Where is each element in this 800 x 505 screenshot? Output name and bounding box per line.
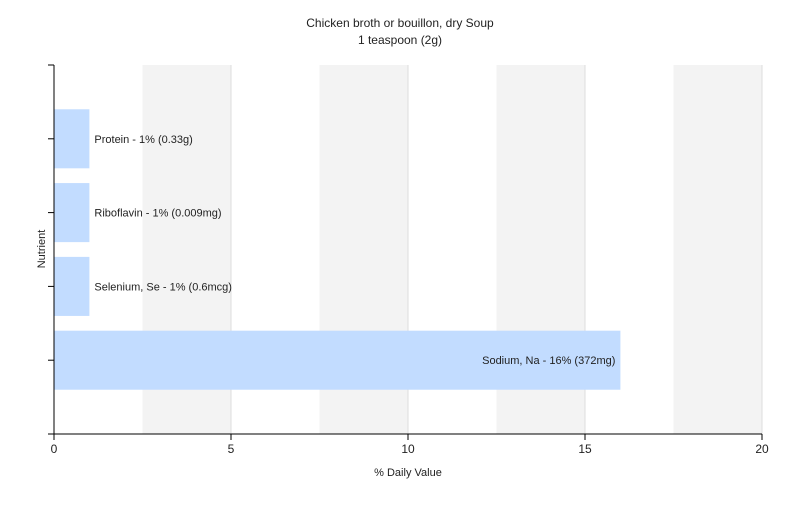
bar — [54, 330, 621, 390]
chart-subtitle: 1 teaspoon (2g) — [358, 33, 442, 47]
bars — [54, 109, 621, 390]
bar — [54, 183, 90, 243]
x-tick-label: 20 — [755, 442, 769, 456]
bar-data-label: Protein - 1% (0.33g) — [94, 134, 192, 146]
bar-data-label: Sodium, Na - 16% (372mg) — [482, 355, 615, 367]
bar-data-label: Selenium, Se - 1% (0.6mcg) — [94, 281, 232, 293]
x-tick-label: 5 — [228, 442, 235, 456]
bar-data-label: Riboflavin - 1% (0.009mg) — [94, 208, 221, 220]
plot-band — [673, 65, 762, 434]
bar — [54, 109, 90, 169]
chart-title: Chicken broth or bouillon, dry Soup — [306, 16, 494, 30]
x-tick-label: 0 — [51, 442, 58, 456]
x-tick-label: 15 — [578, 442, 592, 456]
x-axis-ticks: 0 5 10 15 20 — [51, 434, 769, 456]
bar-labels: Protein - 1% (0.33g) Riboflavin - 1% (0.0… — [94, 134, 615, 367]
y-axis-label: Nutrient — [36, 230, 48, 269]
x-tick-label: 10 — [401, 442, 415, 456]
bar — [54, 256, 90, 316]
x-axis-label: % Daily Value — [374, 467, 442, 479]
y-axis-ticks — [48, 64, 54, 435]
